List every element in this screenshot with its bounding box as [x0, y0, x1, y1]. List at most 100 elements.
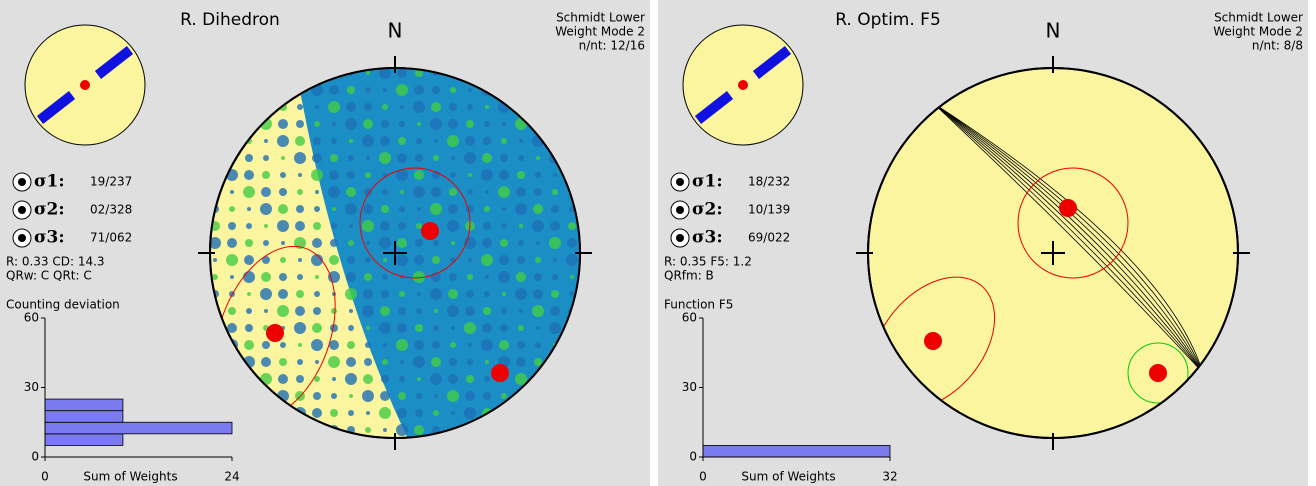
hist-title: Function F5: [664, 298, 733, 312]
dot: [569, 291, 575, 297]
dot: [534, 273, 542, 281]
dot: [553, 173, 557, 177]
dot: [417, 292, 421, 296]
dot: [398, 392, 406, 400]
great-circle: [932, 102, 1204, 374]
dot: [551, 205, 559, 213]
stereonet-rim: [867, 67, 1239, 439]
dot: [535, 172, 541, 178]
dot: [244, 255, 254, 265]
sigma-point: [924, 332, 942, 350]
dot: [313, 222, 321, 230]
dot: [549, 322, 561, 334]
dot: [227, 238, 237, 248]
dot: [396, 254, 408, 266]
dot: [500, 239, 508, 247]
y-tick-label: 30: [682, 380, 697, 394]
dot: [379, 152, 391, 164]
dot: [366, 71, 370, 75]
dot: [567, 238, 577, 248]
dot: [365, 342, 371, 348]
dot: [261, 272, 271, 282]
arrow: [94, 46, 134, 79]
info: n/nt: 8/8: [1252, 39, 1303, 53]
dot: [467, 359, 473, 365]
dot: [481, 339, 493, 351]
dot: [244, 170, 254, 180]
stress-value: 02/328: [90, 203, 132, 217]
dot: [430, 118, 442, 130]
dot: [312, 323, 322, 333]
dot: [447, 390, 459, 402]
dot: [397, 153, 407, 163]
y-tick-label: 30: [24, 380, 39, 394]
dot: [261, 187, 271, 197]
dot: [451, 326, 455, 330]
great-circle: [932, 102, 1204, 374]
dot: [279, 273, 287, 281]
dot: [379, 68, 391, 79]
dot: [501, 223, 507, 229]
dot: [397, 238, 407, 248]
dot: [381, 120, 389, 128]
dot: [213, 258, 217, 262]
dot: [551, 290, 559, 298]
dot: [449, 273, 457, 281]
dot: [484, 206, 490, 212]
dot: [485, 360, 489, 364]
dot: [432, 86, 440, 94]
dot: [347, 86, 355, 94]
great-circle: [932, 102, 1204, 374]
sigma-point: [266, 324, 284, 342]
dot: [328, 356, 340, 368]
dot: [365, 87, 371, 93]
dot: [346, 102, 356, 112]
dot: [296, 375, 304, 383]
param: QRw: C QRt: C: [6, 269, 92, 283]
dot: [482, 238, 492, 248]
dot: [398, 222, 406, 230]
dot: [485, 105, 489, 109]
dot: [348, 325, 354, 331]
dot: [502, 207, 506, 211]
dot: [313, 137, 321, 145]
dot: [297, 274, 303, 280]
dot: [397, 323, 407, 333]
dot: [416, 223, 422, 229]
dot: [417, 377, 421, 381]
hist-title: Counting deviation: [6, 298, 120, 312]
arrow: [752, 46, 792, 79]
dot: [295, 136, 305, 146]
dot: [433, 325, 439, 331]
dot: [228, 222, 236, 230]
stress-value: 71/062: [90, 231, 132, 245]
info: Schmidt Lower: [556, 11, 645, 25]
dot: [311, 254, 323, 266]
dot: [380, 136, 390, 146]
dot: [447, 305, 459, 317]
dot: [431, 357, 441, 367]
dot: [379, 237, 391, 249]
dot: [536, 326, 540, 330]
dot: [515, 373, 527, 385]
dot: [396, 169, 408, 181]
dot: [363, 204, 373, 214]
dot: [247, 207, 251, 211]
dot: [397, 408, 407, 418]
dot: [431, 187, 441, 197]
dot: [516, 272, 526, 282]
arrow: [694, 91, 734, 124]
compression-zone: [295, 68, 580, 438]
dot: [449, 188, 457, 196]
dot: [332, 377, 336, 381]
x-axis-label: Sum of Weights: [741, 470, 835, 484]
dot: [262, 341, 270, 349]
great-circle: [932, 102, 1204, 374]
dot: [346, 272, 356, 282]
dot: [484, 121, 490, 127]
dot: [532, 220, 544, 232]
dot: [485, 275, 489, 279]
dot: [294, 152, 306, 164]
dot: [413, 101, 425, 113]
dot: [245, 324, 253, 332]
